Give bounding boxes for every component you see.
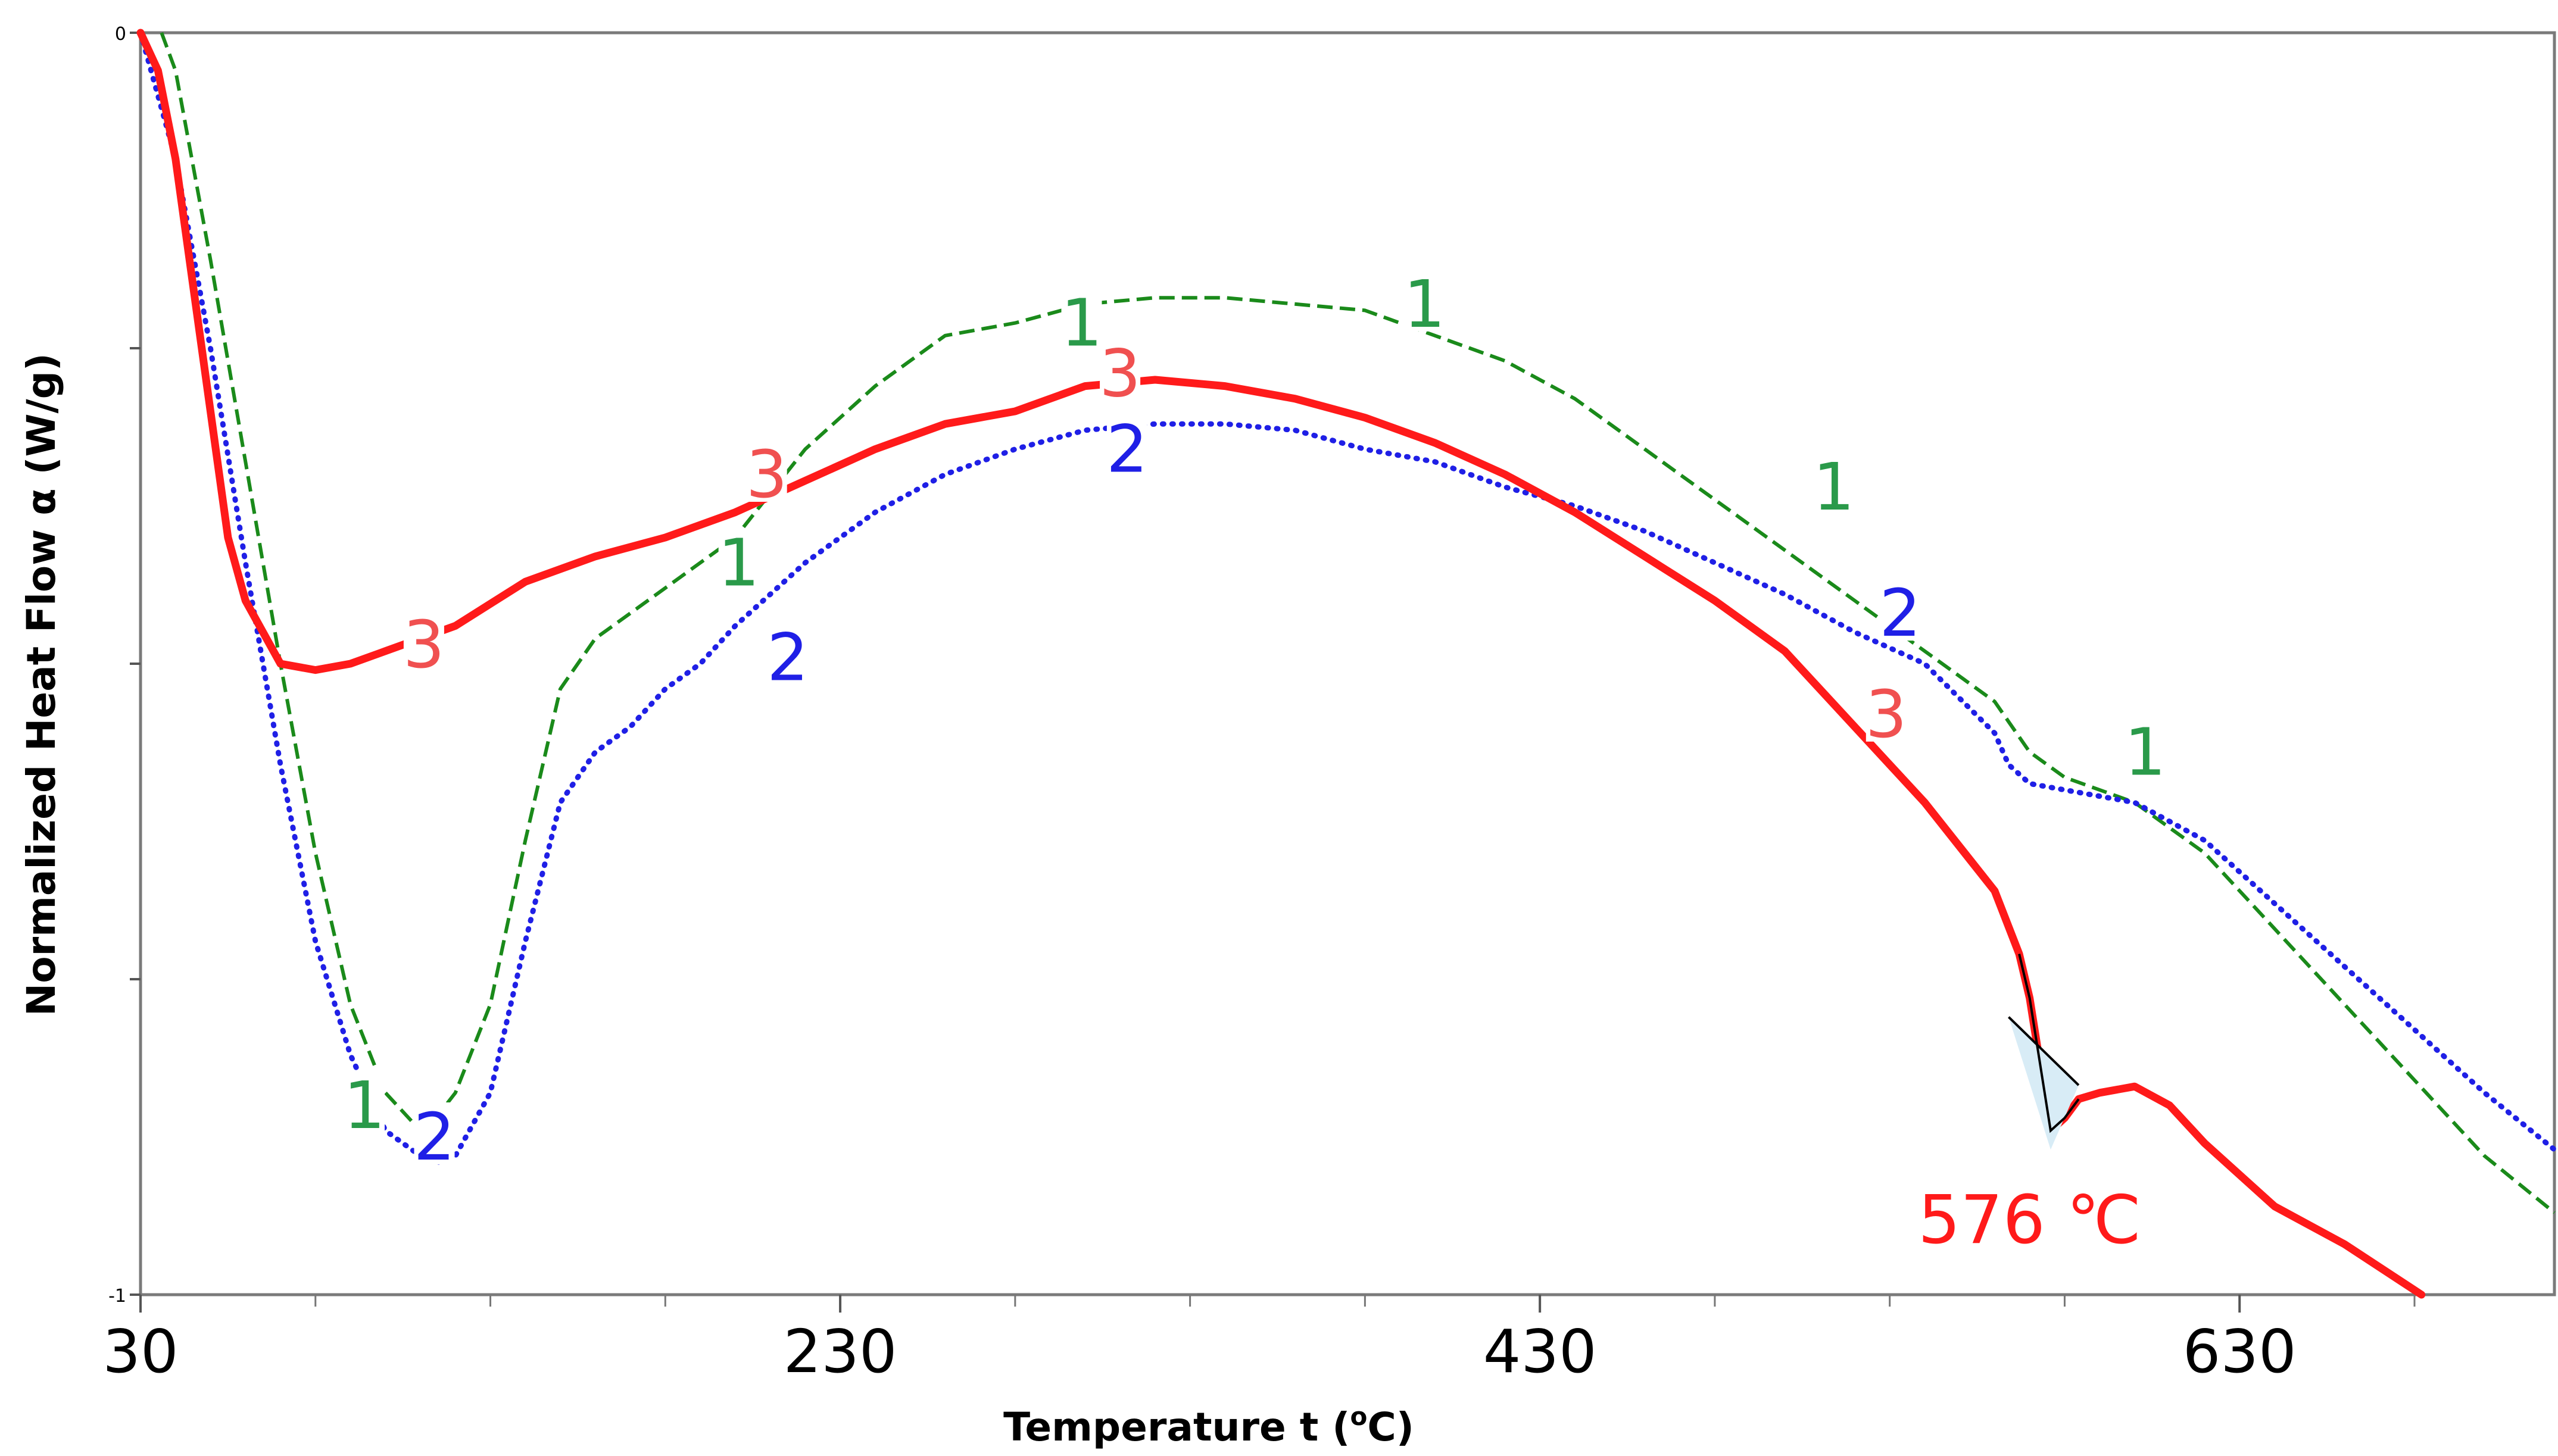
curve-label-2: 2: [1106, 411, 1148, 488]
curve-label-1: 1: [1060, 285, 1102, 361]
series-layer: [136, 29, 2557, 1299]
curve-label-background: [2125, 717, 2166, 780]
curve-label-3: 3: [1099, 335, 1141, 411]
curve-label-background: [1061, 288, 1102, 351]
plot-border: [139, 31, 2556, 1296]
x-tick-label: 630: [2183, 1317, 2297, 1386]
x-axis-title-end: C): [1367, 1404, 1414, 1450]
curve-label-1: 1: [1403, 266, 1445, 342]
y-tick-label: 0: [115, 24, 126, 45]
x-axis-title: Temperature t (oC): [1003, 1402, 1414, 1450]
x-tick-label: 30: [102, 1317, 178, 1386]
curve-label-2: 2: [414, 1099, 456, 1175]
series-1-line: [160, 32, 2556, 1214]
curve-label-background: [403, 610, 444, 673]
curve-label-background: [1813, 452, 1854, 515]
curve-label-2: 2: [1879, 575, 1921, 651]
curve-label-background: [1100, 339, 1141, 401]
peak-baseline: [2008, 1016, 2080, 1086]
x-tick-label: 230: [784, 1317, 897, 1386]
curve-label-1: 1: [1813, 449, 1855, 525]
curve-label-background: [767, 623, 808, 685]
y-tick-label: -1: [108, 1286, 126, 1307]
x-axis-title-superscript: o: [1350, 1402, 1367, 1431]
x-axis-title-main: Temperature t (: [1003, 1404, 1350, 1450]
curve-label-3: 3: [403, 607, 445, 683]
curve-label-background: [344, 1071, 385, 1133]
peak-temperature-label: 576 ℃: [1918, 1182, 2141, 1259]
x-tick-label: 430: [1483, 1317, 1597, 1386]
curve-label-2: 2: [767, 619, 809, 695]
curve-label-3: 3: [1866, 676, 1907, 752]
curve-label-background: [1404, 269, 1445, 332]
curve-label-background: [1106, 414, 1147, 477]
curve-label-background: [414, 1102, 455, 1164]
annotation-layer: 576 ℃: [1918, 954, 2141, 1259]
series-2-line: [138, 30, 2557, 1165]
axis-ticks: 30 230 430 630 0 -1: [102, 24, 2416, 1386]
curve-label-1: 1: [344, 1067, 385, 1143]
plot-frame: [139, 31, 2556, 1296]
y-axis-title: Normalized Heat Flow α (W/g): [18, 353, 64, 1016]
curve-label-1: 1: [2125, 714, 2166, 790]
curve-label-3: 3: [746, 436, 788, 513]
peak-outline: [2018, 954, 2080, 1133]
curve-label-1: 1: [718, 524, 760, 601]
curve-label-background: [1866, 679, 1907, 742]
curve-label-background: [1880, 579, 1921, 641]
curve-label-background: [718, 528, 759, 590]
curve-label-background: [746, 440, 787, 502]
